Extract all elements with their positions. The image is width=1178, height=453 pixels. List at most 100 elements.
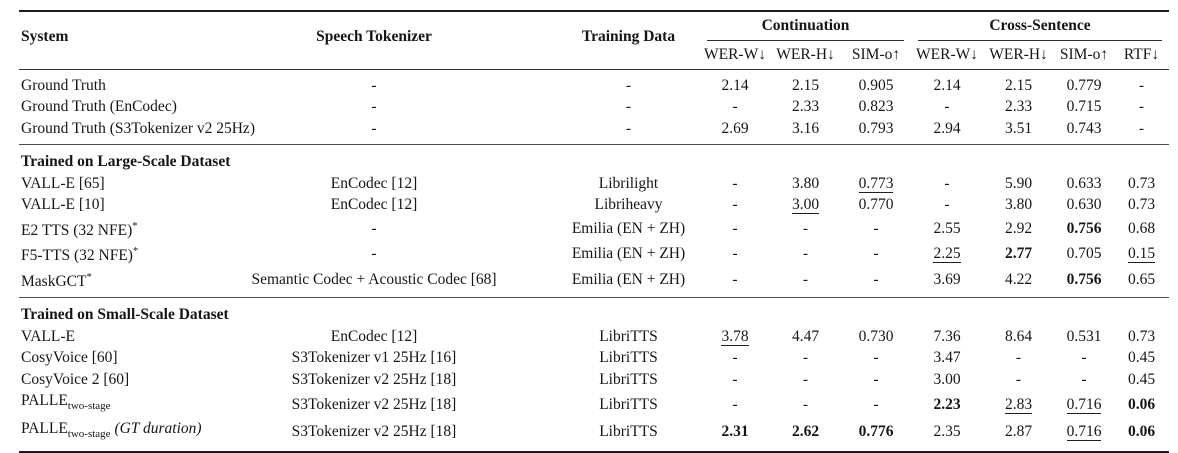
metric-value: - [802,270,809,288]
cell-metric-value: - [700,267,770,298]
cell-metric-value: 2.77 [983,241,1054,267]
cell-metric-value: 0.45 [1114,369,1169,391]
cell-metric-value: 3.47 [911,347,983,369]
system-note: (GT duration) [110,420,202,438]
metric-value: - [732,196,738,213]
metric-value: 7.36 [933,327,961,345]
cell-training-data: Emilia (EN + ZH) [571,270,686,288]
metric-value: 2.33 [791,98,820,115]
metric-value: 0.45 [1127,370,1156,388]
metric-value: - [732,219,738,237]
cell-metric-value: 7.36 [911,326,983,348]
cell-metric-value: 2.62 [770,418,841,452]
cell-system: PALLEtwo-stage (GT duration) [19,418,249,452]
cell-speech-tokenizer: S3Tokenizer v2 25Hz [18] [291,423,457,441]
metric-value: 2.69 [721,119,749,137]
cell-metric-value: - [911,173,983,195]
cell-metric-value: 2.33 [983,96,1054,118]
cell-metric-value: 0.531 [1054,326,1114,348]
metric-value: 2.87 [1004,423,1033,441]
cell-metric-value: 2.55 [911,216,983,242]
metric-value: 2.77 [1004,245,1033,263]
cell-metric-value: 2.14 [700,69,770,96]
cell-training-data: Emilia (EN + ZH) [571,245,686,263]
cell-metric-value: 0.715 [1054,96,1114,118]
cell-metric-value: - [841,241,911,267]
system-name: Ground Truth [21,76,106,94]
cell-metric-value: 2.69 [700,118,770,145]
metric-value: 0.823 [858,98,894,115]
cell-metric-value: 0.630 [1054,194,1114,216]
cell-metric-value: 0.730 [841,326,911,348]
metric-value: 3.00 [933,370,961,388]
table-row: CosyVoice 2 [60] S3Tokenizer v2 25Hz [18]… [19,369,1169,391]
cell-speech-tokenizer: - [371,98,377,115]
cell-metric-value: 3.16 [770,118,841,145]
metric-value: 0.73 [1127,174,1156,192]
cell-metric-value: - [1114,118,1169,145]
section-large-scale: Trained on Large-Scale Dataset VALL-E [65… [19,144,1170,298]
cell-metric-value: 0.45 [1114,347,1169,369]
table-row: PALLEtwo-stage (GT duration) S3Tokenizer … [19,418,1169,452]
metric-value: 0.65 [1127,270,1156,288]
cell-speech-tokenizer: - [371,119,377,137]
cell-training-data: LibriTTS [599,423,658,441]
metric-value: - [873,245,879,263]
cell-metric-value: - [700,241,770,267]
cell-metric-value: - [700,390,770,418]
cell-speech-tokenizer: - [371,219,377,237]
cell-metric-value: - [841,216,911,242]
cell-system: CosyVoice [60] [19,347,249,369]
cell-system: Ground Truth [19,69,249,96]
cell-speech-tokenizer: - [371,245,377,263]
section-title-row: Trained on Large-Scale Dataset [19,145,1169,173]
metric-value: - [1138,98,1145,115]
metric-value: 0.716 [1066,423,1102,442]
metric-value: 0.715 [1066,98,1102,115]
metric-value: 2.25 [933,245,961,264]
cell-metric-value: 0.65 [1114,267,1169,298]
cell-metric-value: 3.00 [911,369,983,391]
table-row: Ground Truth - - 2.14 2.15 0.905 2.14 2.15 0.779… [19,69,1169,96]
metric-value: 0.716 [1066,395,1102,414]
metric-value: 3.69 [933,270,961,288]
cell-metric-value: 0.823 [841,96,911,118]
cell-metric-value: - [983,369,1054,391]
cell-metric-value: 3.51 [983,118,1054,145]
cell-speech-tokenizer: EnCodec [12] [330,327,418,345]
cell-speech-tokenizer: S3Tokenizer v1 25Hz [16] [291,349,457,367]
metric-value: 2.15 [1004,76,1033,94]
cell-metric-value: 0.705 [1054,241,1114,267]
group-label-continuation: Continuation [707,16,905,41]
metric-value: 0.68 [1127,219,1156,237]
col-header-wer-w-continuation: WER-W↓ [704,45,766,63]
cell-speech-tokenizer: Semantic Codec + Acoustic Codec [68] [251,270,497,288]
cell-training-data: Librilight [598,174,659,192]
cell-metric-value: 2.25 [911,241,983,267]
metric-value: 0.45 [1127,349,1156,367]
cell-metric-value: - [841,347,911,369]
metric-value: - [873,370,879,388]
cell-metric-value: 2.31 [700,418,770,452]
table-row: Ground Truth (EnCodec) - - - 2.33 0.823 - 2.33 0… [19,96,1169,118]
metric-value: 3.16 [791,119,820,137]
cell-metric-value: - [700,347,770,369]
cell-metric-value: 2.33 [770,96,841,118]
metric-value: 0.73 [1127,327,1156,345]
cell-metric-value: 2.23 [911,390,983,418]
cell-metric-value: 0.756 [1054,216,1114,242]
cell-metric-value: 0.15 [1114,241,1169,267]
metric-value: 3.00 [791,196,820,214]
system-name: E2 TTS (32 NFE) [21,221,133,239]
col-header-sim-o-cross: SIM-o↑ [1059,45,1109,63]
metric-value: 4.22 [1004,270,1033,288]
metric-value: - [1015,370,1022,388]
cell-metric-value: 0.779 [1054,69,1114,96]
cell-metric-value: 0.770 [841,194,911,216]
system-name: CosyVoice [60] [21,349,118,367]
cell-metric-value: 0.73 [1114,326,1169,348]
metric-value: 0.773 [858,174,894,193]
metric-value: 2.92 [1004,219,1033,237]
metric-value: - [732,395,738,413]
cell-metric-value: - [983,347,1054,369]
